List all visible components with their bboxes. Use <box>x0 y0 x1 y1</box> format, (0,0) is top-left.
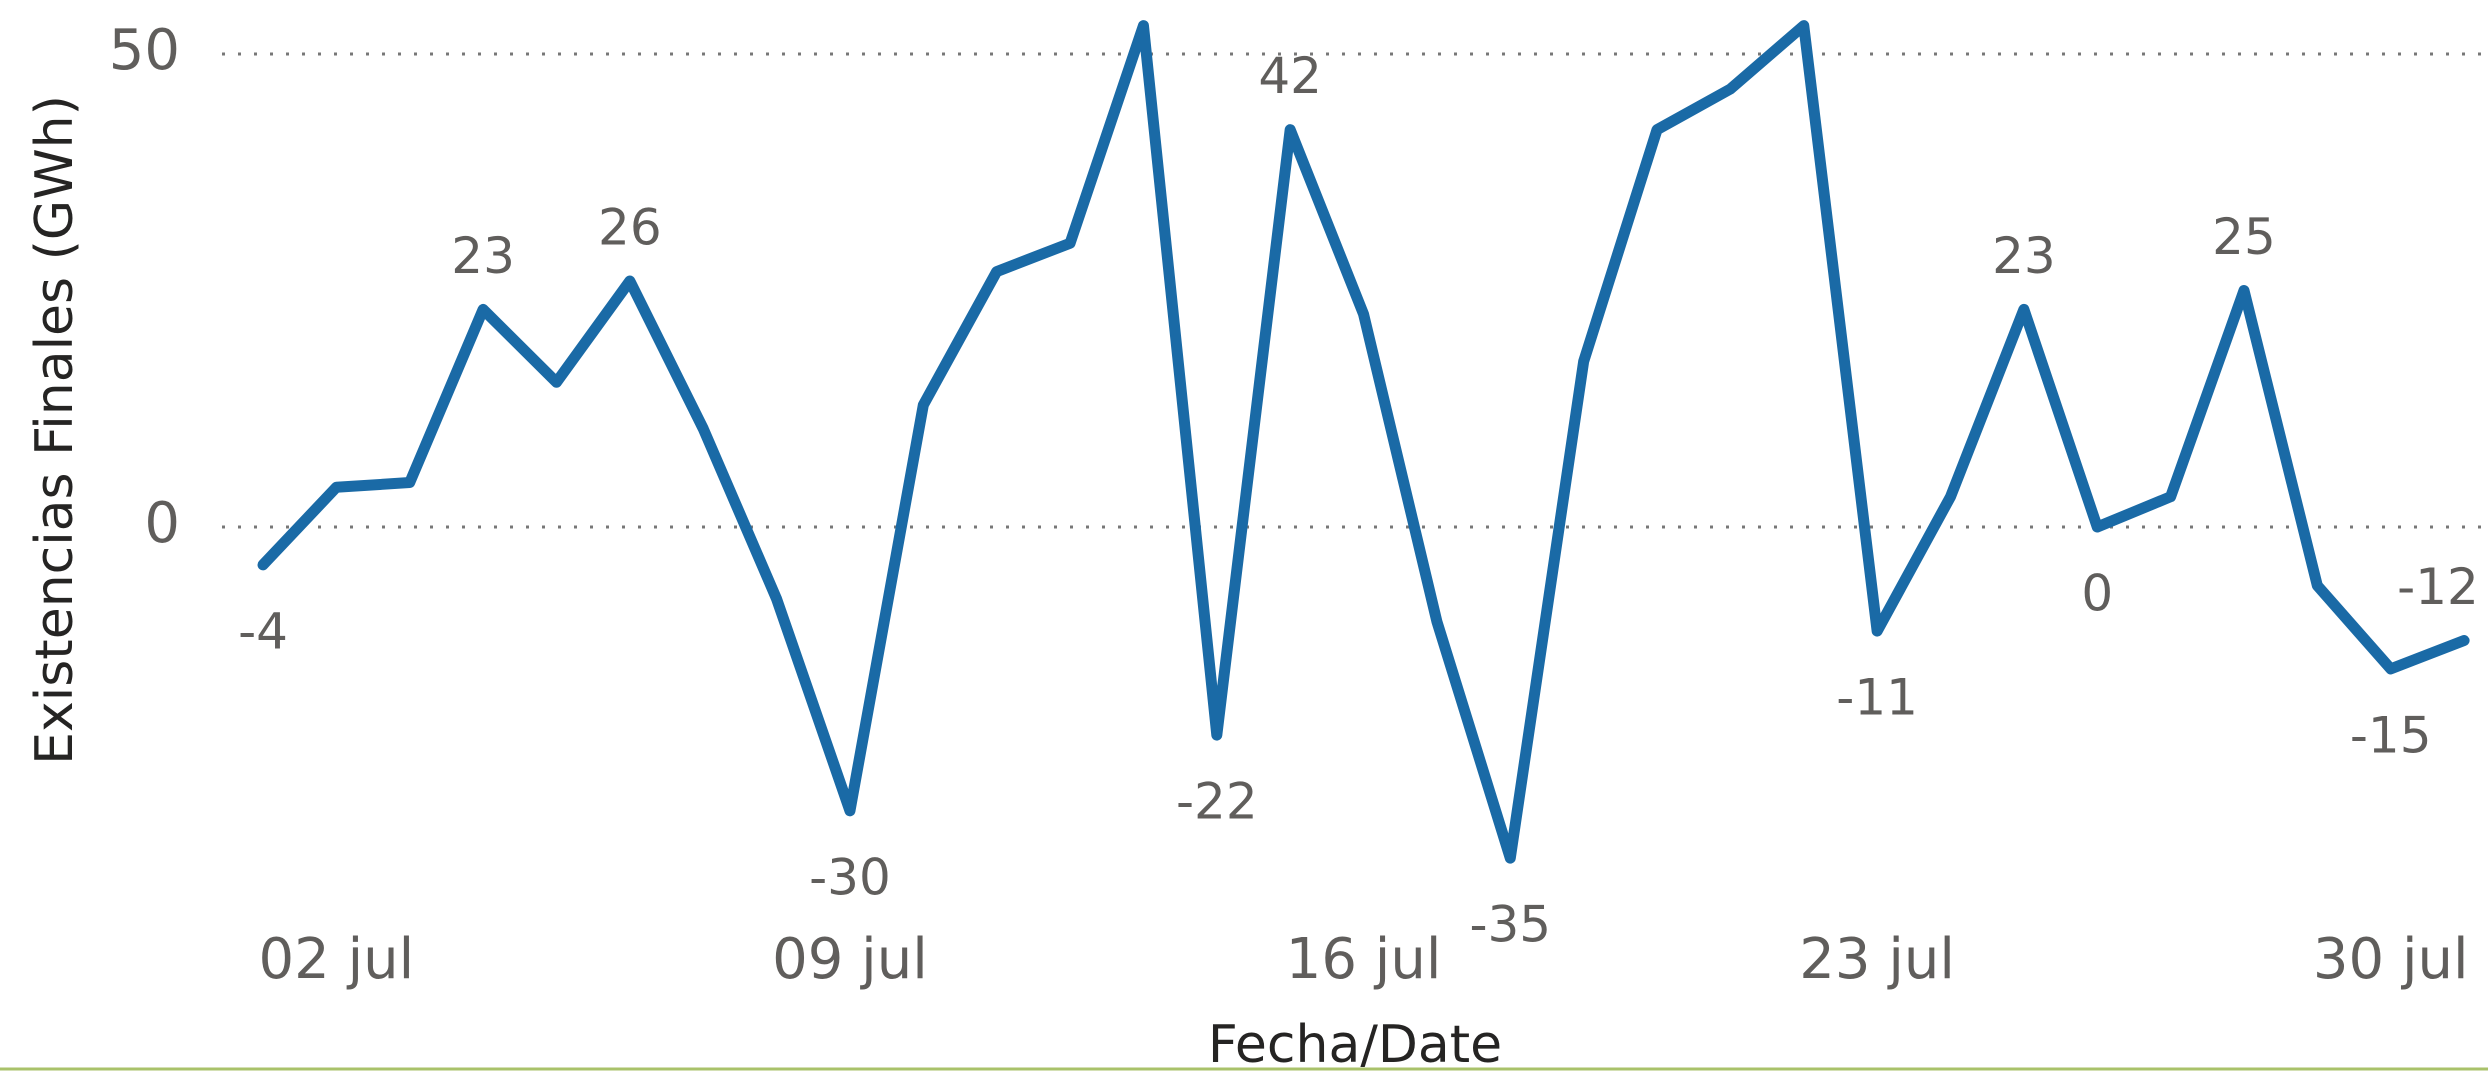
x-tick-label: 09 jul <box>772 927 928 992</box>
data-label: 0 <box>2081 565 2113 623</box>
x-axis-title: Fecha/Date <box>1208 1015 1502 1071</box>
data-label: 23 <box>451 227 515 285</box>
data-label: -35 <box>1469 896 1551 954</box>
data-label: 26 <box>598 199 662 257</box>
y-axis-title: Existencias Finales (GWh) <box>25 95 85 765</box>
data-label: -22 <box>1176 773 1258 831</box>
data-label: -12 <box>2397 558 2479 616</box>
data-label: -15 <box>2350 706 2432 764</box>
data-label: 53 <box>1772 0 1836 1</box>
y-tick-label: 50 <box>109 18 180 83</box>
data-label: 42 <box>1258 47 1322 105</box>
x-tick-label: 30 jul <box>2313 927 2469 992</box>
data-label: 53 <box>1112 0 1176 1</box>
x-tick-label: 16 jul <box>1286 927 1442 992</box>
data-label: 25 <box>2212 208 2276 266</box>
line <box>257 20 2470 864</box>
data-label: -30 <box>809 848 891 906</box>
data-label: -11 <box>1836 669 1918 727</box>
data-label: -4 <box>238 602 288 660</box>
data-label: 23 <box>1992 227 2056 285</box>
x-tick-label: 23 jul <box>1799 927 1955 992</box>
x-tick-label: 02 jul <box>259 927 415 992</box>
y-tick-label: 0 <box>144 491 180 556</box>
